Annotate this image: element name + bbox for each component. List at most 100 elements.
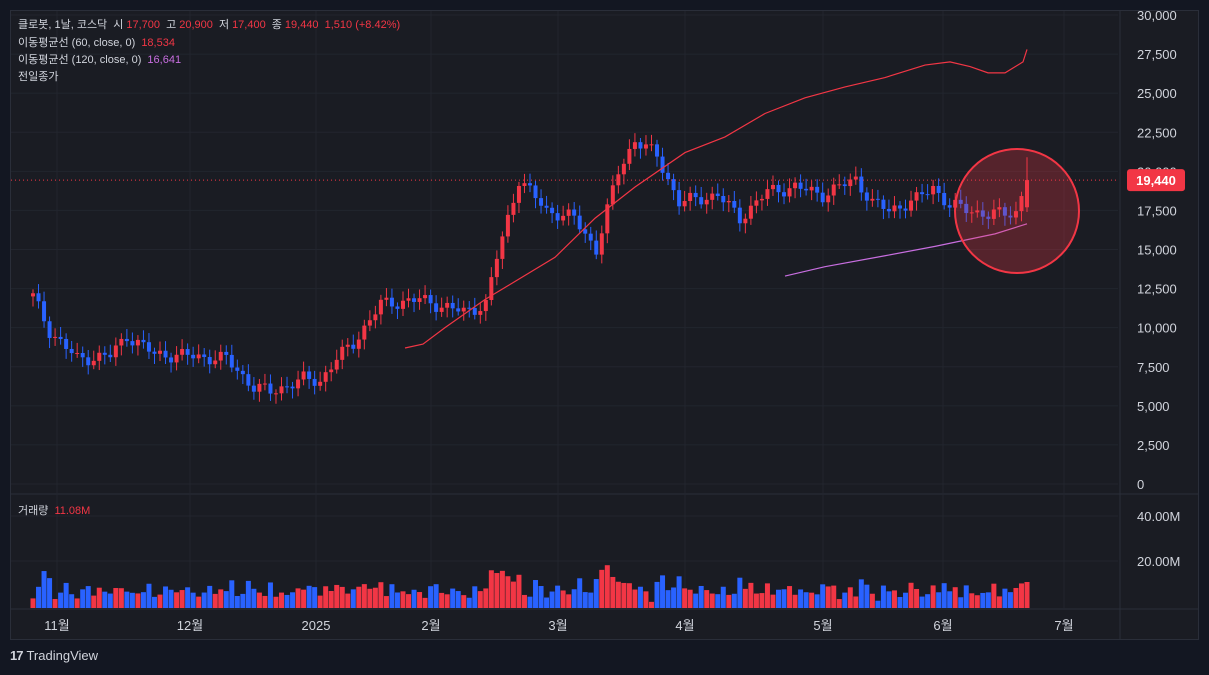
volume-bar xyxy=(488,570,494,608)
y-tick-label: 30,000 xyxy=(1137,8,1177,23)
candle-body xyxy=(146,342,151,352)
volume-bar xyxy=(527,596,533,608)
candle-body xyxy=(108,354,113,358)
candle-body xyxy=(528,183,532,186)
volume-bar xyxy=(450,588,456,608)
volume-bar xyxy=(814,594,820,608)
volume-bar xyxy=(610,576,616,608)
candle-body xyxy=(842,184,847,187)
volume-bar xyxy=(306,585,312,608)
volume-bar xyxy=(245,580,251,608)
candle-body xyxy=(677,190,682,207)
ma120-legend[interactable]: 이동평균선 (120, close, 0) 16,641 xyxy=(18,52,184,69)
volume-bar xyxy=(776,589,781,608)
volume-bar xyxy=(345,593,351,608)
candle-body xyxy=(964,203,969,214)
candle-body xyxy=(726,200,731,203)
candle-body xyxy=(450,302,455,309)
volume-bar xyxy=(279,592,284,608)
volume-bar xyxy=(637,586,643,608)
open-value: 17,700 xyxy=(126,19,161,31)
candle-body xyxy=(782,192,787,197)
candle-body xyxy=(345,344,350,347)
volume-bar xyxy=(91,595,97,608)
volume-bar xyxy=(52,599,58,608)
volume-bar xyxy=(174,592,180,608)
candle-body xyxy=(202,354,207,358)
y-tick-label: 25,000 xyxy=(1137,86,1177,101)
candle-body xyxy=(533,185,538,199)
x-tick-label: 4월 xyxy=(675,618,694,633)
volume-bar xyxy=(74,598,80,608)
volume-bar xyxy=(820,584,826,608)
volume-bar xyxy=(809,592,815,608)
volume-bar xyxy=(301,589,307,608)
candle-body xyxy=(699,197,704,205)
volume-bar xyxy=(499,570,505,608)
volume-bar xyxy=(803,592,809,608)
volume-bar xyxy=(544,597,550,608)
volume-bar xyxy=(886,591,892,608)
volume-bar xyxy=(908,582,914,608)
volume-bar xyxy=(880,585,886,608)
y-tick-label: 10,000 xyxy=(1137,321,1177,336)
volume-bar xyxy=(704,590,710,608)
volume-bar xyxy=(643,591,649,608)
volume-bar xyxy=(256,592,262,608)
candle-body xyxy=(594,240,599,255)
candle-body xyxy=(483,299,488,312)
candle-body xyxy=(732,200,737,208)
candle-body xyxy=(489,277,494,300)
volume-bar xyxy=(251,588,257,608)
candle-body xyxy=(285,386,290,388)
prev-close-legend[interactable]: 전일종가 xyxy=(18,69,61,86)
volume-bar xyxy=(963,585,969,608)
candle-body xyxy=(224,351,229,355)
volume-bar xyxy=(991,583,997,608)
candle-body xyxy=(356,339,361,349)
tradingview-icon: 17 xyxy=(10,648,24,663)
volume-bar xyxy=(107,593,113,608)
candle-body xyxy=(461,307,466,312)
candle-body xyxy=(605,204,610,234)
volume-bar xyxy=(621,582,627,608)
candle-body xyxy=(837,184,842,186)
candle-body xyxy=(196,354,201,359)
candle-body xyxy=(124,338,129,342)
candle-body xyxy=(472,308,477,315)
candle-body xyxy=(318,381,323,386)
candle-body xyxy=(704,199,709,205)
candle-body xyxy=(721,195,726,203)
volume-bar xyxy=(185,587,191,608)
volume-bar xyxy=(505,576,511,608)
tradingview-branding[interactable]: 17 TradingView xyxy=(10,648,98,663)
y-tick-label: 5,000 xyxy=(1137,399,1170,414)
candle-body xyxy=(610,185,615,205)
candle-body xyxy=(809,186,814,191)
high-value: 20,900 xyxy=(179,19,213,31)
ma60-line xyxy=(404,49,1028,349)
candle-body xyxy=(141,339,146,343)
candle-body xyxy=(903,208,908,211)
volume-bar xyxy=(201,592,207,608)
volume-bar xyxy=(196,596,202,608)
candle-body xyxy=(31,293,35,297)
volume-bar xyxy=(836,599,842,608)
volume-bar xyxy=(831,585,837,608)
x-tick-label: 7월 xyxy=(1054,618,1073,633)
candle-body xyxy=(969,212,974,214)
volume-legend[interactable]: 거래량 11.08M xyxy=(18,503,93,520)
volume-bar xyxy=(411,589,417,608)
volume-bar xyxy=(1013,587,1019,608)
candle-body xyxy=(931,185,936,195)
ma60-legend[interactable]: 이동평균선 (60, close, 0) 18,534 xyxy=(18,35,178,52)
candle-body xyxy=(334,359,339,370)
candle-body xyxy=(936,185,941,193)
candle-body xyxy=(113,345,118,358)
volume-bar xyxy=(1002,588,1008,608)
candle-body xyxy=(400,300,405,309)
candle-body xyxy=(660,156,665,173)
volume-bar xyxy=(676,576,682,608)
volume-bar xyxy=(229,580,235,608)
